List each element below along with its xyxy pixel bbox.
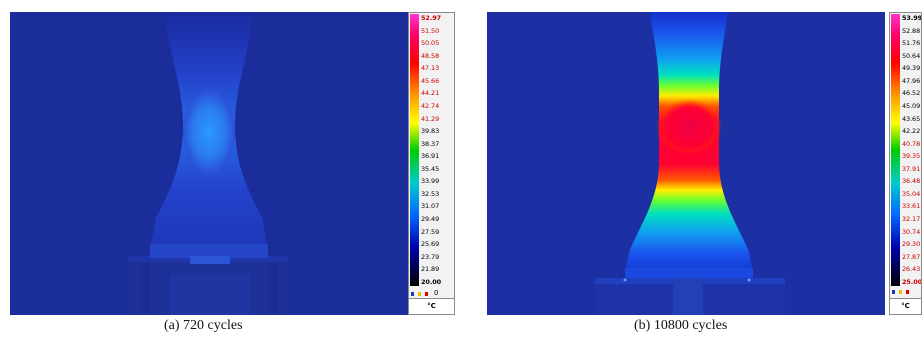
tick-label: 50.05 [421, 39, 440, 48]
tick-label: 42.22 [902, 127, 921, 136]
tick-label: 43.65 [902, 114, 921, 123]
tick-label: 35.04 [902, 189, 921, 198]
tick-label: 25.00 [902, 277, 922, 286]
tick-label: 51.50 [421, 26, 440, 35]
red-square-icon[interactable] [425, 291, 428, 296]
tick-label: 49.39 [902, 64, 921, 73]
colorbar-b [891, 14, 900, 286]
yellow-square-icon[interactable] [899, 290, 902, 294]
colorbar-a [410, 14, 419, 286]
tick-label: 52.88 [902, 26, 921, 35]
tick-labels-b: 53.99 52.88 51.76 50.64 49.39 47.96 46.5… [902, 14, 922, 286]
tick-label: 39.35 [902, 152, 921, 161]
tick-label: 23.79 [421, 252, 440, 261]
tick-label: 46.52 [902, 89, 921, 98]
tick-label: 25.69 [421, 240, 440, 249]
tick-label: 38.37 [421, 139, 440, 148]
tick-label: 20.00 [421, 277, 442, 286]
tick-label: 26.43 [902, 265, 921, 274]
tick-label: 31.07 [421, 202, 440, 211]
thermal-image-b [487, 12, 885, 315]
tick-label: 40.78 [902, 139, 921, 148]
scale-zero-label: 0 [434, 289, 439, 297]
tick-label: 35.45 [421, 164, 440, 173]
tick-label: 29.30 [902, 240, 921, 249]
tick-label: 30.74 [902, 227, 921, 236]
tick-label: 52.97 [421, 14, 442, 22]
scale-toolbar-a: 0 [411, 290, 438, 297]
tick-label: 27.87 [902, 252, 921, 261]
unit-label-a: °C [409, 298, 454, 314]
tick-label: 50.64 [902, 51, 921, 60]
tick-label: 33.99 [421, 177, 440, 186]
tick-label: 41.29 [421, 114, 440, 123]
tick-label: 47.96 [902, 76, 921, 85]
tick-label: 37.91 [902, 164, 921, 173]
thermal-image-a [10, 12, 408, 315]
tick-label: 51.76 [902, 39, 921, 48]
yellow-square-icon[interactable] [418, 291, 421, 296]
tick-label: 33.61 [902, 202, 921, 211]
scale-toolbar-b [892, 290, 909, 294]
tick-label: 32.53 [421, 189, 440, 198]
tick-label: 39.83 [421, 127, 440, 136]
tick-label: 42.74 [421, 101, 440, 110]
tick-label: 36.91 [421, 152, 440, 161]
tick-label: 45.66 [421, 76, 440, 85]
red-square-icon[interactable] [906, 290, 909, 294]
tick-label: 48.58 [421, 51, 440, 60]
blue-square-icon[interactable] [892, 290, 895, 294]
temperature-scale-b: 53.99 52.88 51.76 50.64 49.39 47.96 46.5… [889, 12, 922, 315]
tick-label: 29.49 [421, 215, 440, 223]
tick-label: 45.09 [902, 101, 921, 110]
tick-labels-a: 52.97 51.50 50.05 48.58 47.13 45.66 44.2… [421, 14, 455, 286]
tick-label: 53.99 [902, 14, 922, 22]
unit-label-b: °C [890, 298, 921, 314]
tick-label: 44.21 [421, 89, 440, 98]
tick-label: 47.13 [421, 64, 440, 73]
tick-label: 27.59 [421, 227, 440, 236]
caption-a: (a) 720 cycles [164, 318, 243, 333]
tick-label: 36.48 [902, 177, 921, 186]
tick-label: 32.17 [902, 215, 921, 223]
blue-square-icon[interactable] [411, 291, 414, 296]
temperature-scale-a: 52.97 51.50 50.05 48.58 47.13 45.66 44.2… [408, 12, 455, 315]
caption-b: (b) 10800 cycles [634, 318, 728, 333]
tick-label: 21.89 [421, 265, 440, 274]
